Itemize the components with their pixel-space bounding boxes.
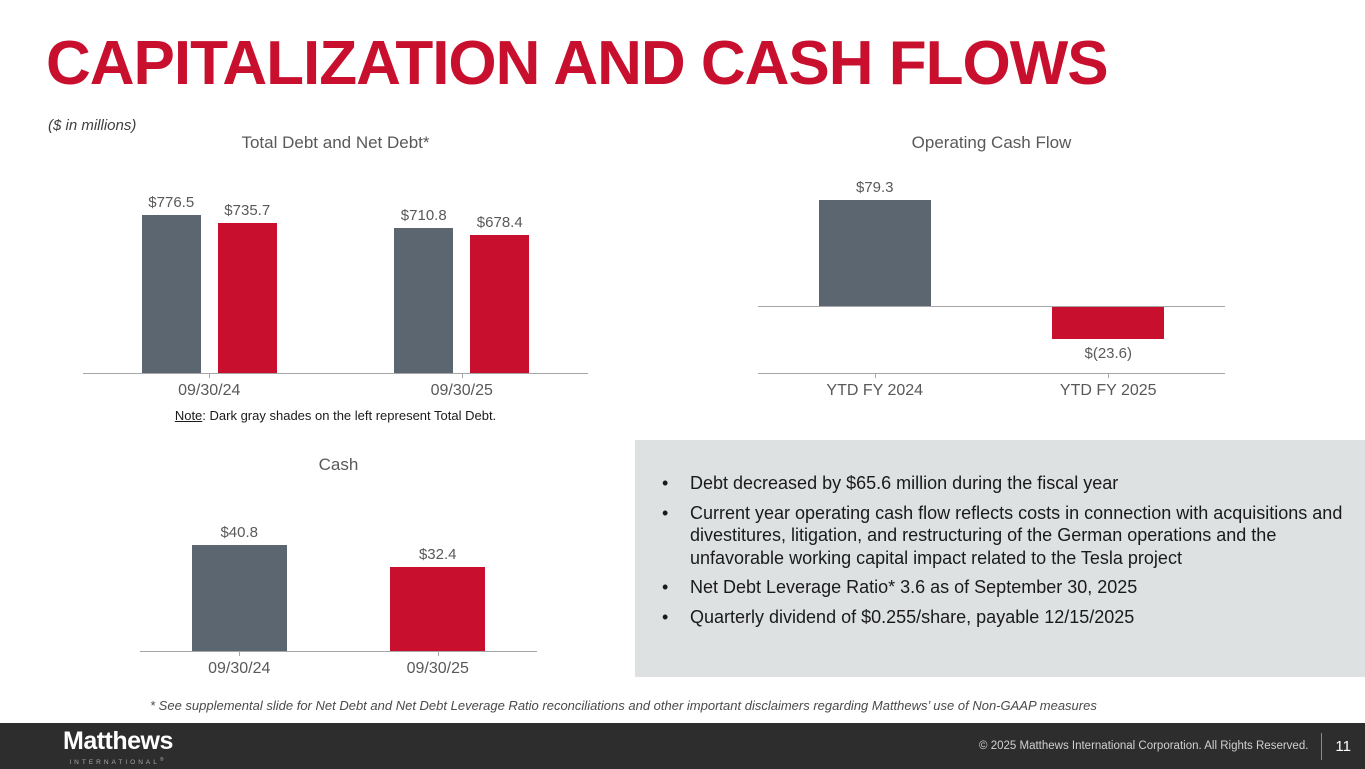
chart-title: Total Debt and Net Debt* [241, 133, 430, 152]
category-label: 09/30/24 [178, 382, 241, 399]
zero-line [758, 306, 1225, 307]
x-axis-line [83, 373, 588, 374]
footer-divider [1321, 732, 1323, 760]
chart-note: Note: Dark gray shades on the left repre… [83, 408, 588, 423]
bar [217, 223, 277, 373]
bar-value-label: $776.5 [148, 193, 195, 211]
bar [818, 200, 931, 306]
chart-note-text: : Dark gray shades on the left represent… [202, 408, 497, 423]
callout-bullet: Current year operating cash flow reflect… [662, 502, 1357, 570]
bar-value-label: $79.3 [855, 179, 894, 197]
bar-value-label: $678.4 [476, 213, 523, 231]
axis-tick-mark [1108, 374, 1110, 378]
axis-tick-mark [437, 652, 439, 656]
bar [141, 214, 201, 373]
category-label: 09/30/24 [208, 660, 271, 677]
chart-operating-cash-flow: Operating Cash Flow $79.3 YTD FY 2024 $(23… [758, 130, 1225, 430]
chart-cash: Cash $40.8 09/30/24 $32.4 09/30/25 [140, 450, 537, 695]
bar [394, 228, 454, 373]
chart-title: Operating Cash Flow [911, 133, 1072, 152]
page-number: 11 [1335, 737, 1351, 755]
units-note: ($ in millions) [48, 117, 137, 134]
category-label: YTD FY 2024 [826, 382, 924, 399]
chart-title: Cash [318, 455, 359, 474]
footnote: * See supplemental slide for Net Debt an… [150, 698, 1097, 713]
callout-bullet: Debt decreased by $65.6 million during t… [662, 472, 1357, 495]
callout-bullet: Net Debt Leverage Ratio* 3.6 as of Septe… [662, 576, 1357, 599]
copyright-text: © 2025 Matthews International Corporatio… [979, 740, 1309, 752]
callout-panel: Debt decreased by $65.6 million during t… [635, 440, 1365, 677]
bar-value-label: $32.4 [418, 545, 457, 563]
bar [1052, 307, 1165, 339]
footer-bar: Matthews INTERNATIONAL® © 2025 Matthews … [0, 723, 1365, 769]
matthews-logo: Matthews INTERNATIONAL® [63, 727, 173, 767]
logo-primary-text: Matthews [63, 727, 173, 755]
chart-total-debt-net-debt: Total Debt and Net Debt* $776.5 $735.7 09/… [83, 130, 588, 435]
bar [390, 566, 486, 651]
bar [191, 544, 287, 651]
bar-value-label: $710.8 [400, 207, 447, 225]
axis-tick-mark [209, 374, 211, 378]
bar-value-label: $40.8 [220, 523, 259, 541]
axis-tick-mark [239, 652, 241, 656]
category-label: 09/30/25 [430, 382, 493, 399]
chart-plot-area: $776.5 $735.7 09/30/24 $710.8 $678.4 09/30/25 [83, 130, 588, 435]
category-label: YTD FY 2025 [1059, 382, 1157, 399]
axis-tick-mark [461, 374, 463, 378]
page-title: CAPITALIZATION AND CASH FLOWS [46, 29, 1109, 98]
bar-value-label: $735.7 [224, 202, 271, 220]
x-axis-line [140, 651, 537, 652]
callout-bullet: Quarterly dividend of $0.255/share, paya… [662, 606, 1357, 629]
bar-value-label: $(23.6) [1084, 344, 1133, 362]
chart-plot-area: $40.8 09/30/24 $32.4 09/30/25 [140, 450, 537, 695]
bar [470, 234, 530, 373]
logo-secondary-text: INTERNATIONAL® [69, 757, 167, 767]
callout-list: Debt decreased by $65.6 million during t… [635, 440, 1365, 628]
axis-tick-mark [874, 374, 876, 378]
category-label: 09/30/25 [406, 660, 469, 677]
logo-trademark: ® [159, 757, 167, 763]
chart-plot-area: $79.3 YTD FY 2024 $(23.6) YTD FY 2025 [758, 130, 1225, 430]
x-axis-line [758, 373, 1225, 374]
footer-right-group: © 2025 Matthews International Corporatio… [979, 723, 1351, 769]
chart-note-label: Note [174, 408, 203, 423]
